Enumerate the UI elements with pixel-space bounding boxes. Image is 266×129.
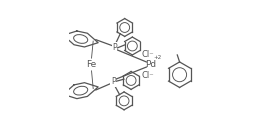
Text: P: P [112,43,117,52]
Text: P: P [111,77,115,86]
Text: Fe: Fe [86,60,97,69]
Text: Pd: Pd [145,60,156,69]
Text: +2: +2 [153,55,161,60]
Text: Cl⁻: Cl⁻ [141,50,154,59]
Text: Cl⁻: Cl⁻ [141,71,154,80]
